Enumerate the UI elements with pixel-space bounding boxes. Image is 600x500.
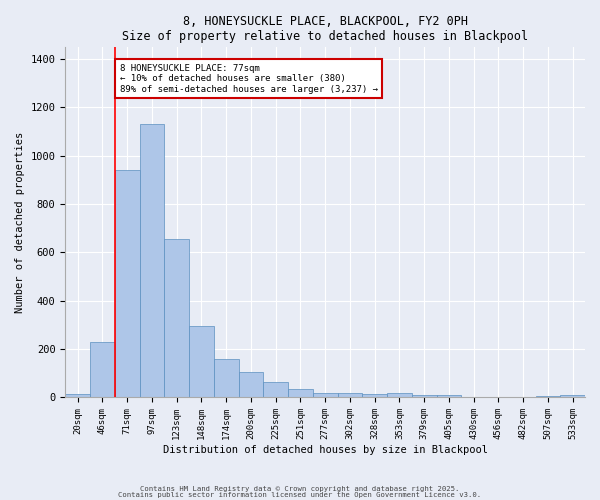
Bar xyxy=(362,394,387,398)
Bar xyxy=(214,359,239,398)
Bar xyxy=(239,372,263,398)
Bar xyxy=(189,326,214,398)
Text: 8 HONEYSUCKLE PLACE: 77sqm
← 10% of detached houses are smaller (380)
89% of sem: 8 HONEYSUCKLE PLACE: 77sqm ← 10% of deta… xyxy=(120,64,378,94)
Bar xyxy=(90,342,115,398)
Bar xyxy=(313,392,338,398)
Bar xyxy=(338,393,362,398)
Bar xyxy=(65,394,90,398)
Bar xyxy=(387,392,412,398)
Bar xyxy=(288,388,313,398)
Bar xyxy=(115,170,140,398)
Bar xyxy=(536,396,560,398)
Bar xyxy=(140,124,164,398)
Bar xyxy=(164,239,189,398)
Title: 8, HONEYSUCKLE PLACE, BLACKPOOL, FY2 0PH
Size of property relative to detached h: 8, HONEYSUCKLE PLACE, BLACKPOOL, FY2 0PH… xyxy=(122,15,528,43)
Bar xyxy=(412,394,437,398)
Bar xyxy=(437,395,461,398)
Bar xyxy=(560,395,585,398)
Text: Contains HM Land Registry data © Crown copyright and database right 2025.
Contai: Contains HM Land Registry data © Crown c… xyxy=(118,486,482,498)
Bar xyxy=(263,382,288,398)
Y-axis label: Number of detached properties: Number of detached properties xyxy=(15,132,25,313)
X-axis label: Distribution of detached houses by size in Blackpool: Distribution of detached houses by size … xyxy=(163,445,488,455)
